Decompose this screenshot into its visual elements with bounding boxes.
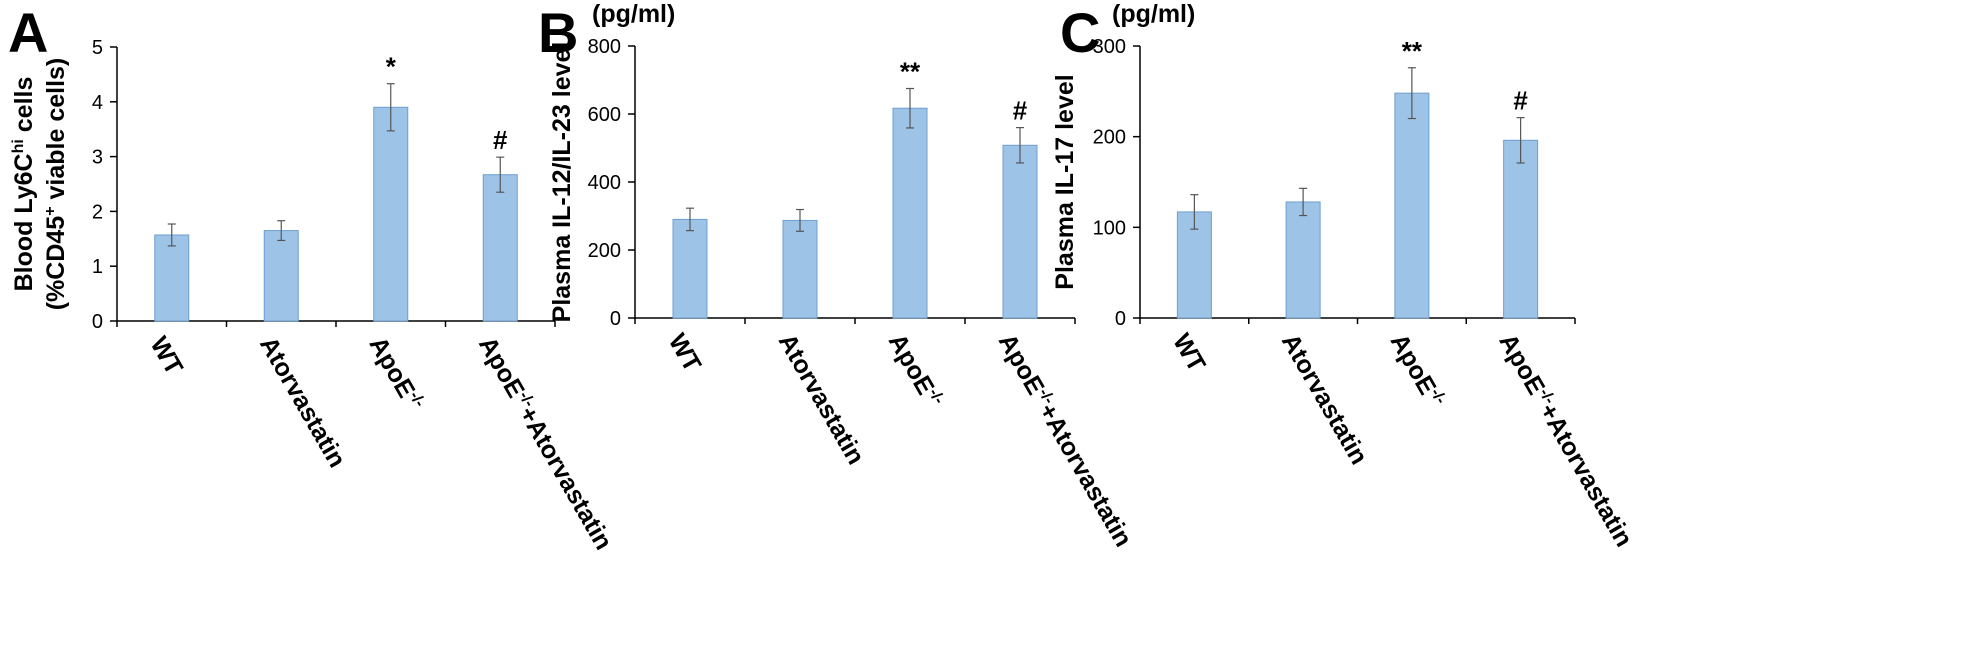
significance-marker: # (1013, 96, 1028, 126)
y-tick-label: 400 (588, 172, 621, 194)
category-label: ApoE-/-+Atorvastatin (1493, 329, 1638, 552)
y-axis-label: Plasma IL-17 level (1051, 74, 1079, 289)
panel-letter: A (8, 1, 48, 64)
y-tick-label: 4 (92, 92, 103, 114)
y-axis-label-line1: Blood Ly6Chi cells (10, 77, 38, 292)
bar (1285, 201, 1321, 319)
y-tick-label: 3 (92, 147, 103, 169)
y-tick-label: 600 (588, 104, 621, 126)
panel-letter: C (1060, 1, 1100, 64)
y-tick-label: 2 (92, 201, 103, 223)
y-tick-label: 200 (588, 240, 621, 262)
bar (892, 107, 928, 319)
category-label: WT (663, 329, 707, 377)
category-label: ApoE-/- (1385, 329, 1449, 413)
category-label: WT (1167, 329, 1211, 377)
y-axis-label-line2: (%CD45+ viable cells) (42, 58, 70, 311)
y-tick-label: 300 (1093, 36, 1126, 58)
chart-panel-b: B (pg/ml) Plasma IL-12/IL-23 level 0 200 400 6… (538, 0, 1137, 552)
y-axis-label: Plasma IL-12/IL-23 level (548, 42, 576, 323)
chart-panel-c: C (pg/ml) Plasma IL-17 level 0 100 200 300 WT At… (1051, 0, 1638, 552)
y-tick-label: 800 (588, 36, 621, 58)
y-tick-label: 0 (610, 308, 621, 330)
bar (263, 230, 299, 322)
bar (154, 234, 190, 322)
bar (672, 218, 708, 319)
bar (1394, 92, 1430, 319)
significance-marker: * (386, 52, 397, 82)
category-label: WT (145, 332, 189, 380)
category-label: ApoE-/-+Atorvastatin (993, 329, 1138, 552)
category-label: ApoE-/-+Atorvastatin (473, 332, 618, 555)
y-tick-label: 1 (92, 256, 103, 278)
category-label: ApoE-/- (883, 329, 947, 413)
y-tick-label: 200 (1093, 127, 1126, 149)
category-label: Atorvastatin (1276, 329, 1373, 469)
significance-marker: ** (1402, 36, 1423, 66)
unit-label: (pg/ml) (592, 0, 675, 28)
bar (782, 219, 818, 319)
category-label: Atorvastatin (773, 329, 870, 469)
category-label: Atorvastatin (254, 332, 351, 472)
bar (482, 174, 518, 322)
chart-panel-a: A Blood Ly6Chi cells(%CD45+ viable cells)… (8, 1, 618, 555)
panel-letter: B (538, 1, 578, 64)
category-label: ApoE-/- (364, 332, 428, 416)
bar (373, 106, 409, 322)
unit-label: (pg/ml) (1112, 0, 1195, 28)
bar (1002, 144, 1038, 319)
significance-marker: ** (900, 57, 921, 87)
y-tick-label: 5 (92, 37, 103, 59)
significance-marker: # (1513, 86, 1528, 116)
bar (1503, 139, 1539, 319)
y-tick-label: 100 (1093, 217, 1126, 239)
y-tick-label: 0 (92, 311, 103, 333)
y-tick-label: 0 (1115, 308, 1126, 330)
significance-marker: # (493, 125, 508, 155)
